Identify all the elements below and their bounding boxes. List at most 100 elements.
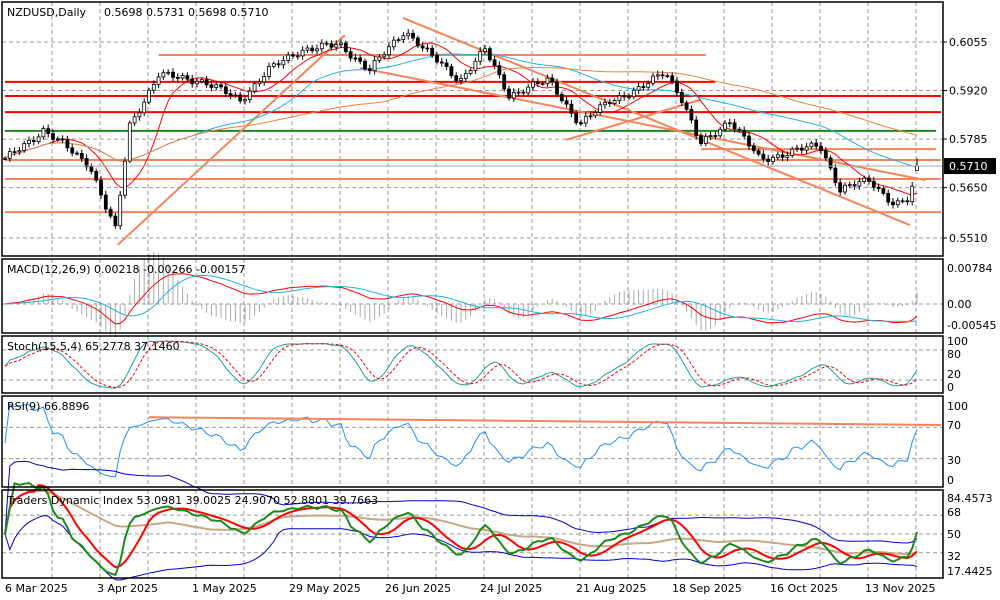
bull-candle xyxy=(281,59,286,66)
price-tick-label: 0.5785 xyxy=(949,133,988,146)
rsi-tick-label: 70 xyxy=(947,419,961,432)
bull-candle xyxy=(646,82,651,88)
bull-candle xyxy=(156,76,161,85)
trendline xyxy=(360,66,926,182)
bull-candle xyxy=(727,122,732,125)
bull-candle xyxy=(478,51,483,62)
bear-candle xyxy=(823,150,828,159)
bull-candle xyxy=(334,44,339,48)
stoch-tick-label: 20 xyxy=(947,368,961,381)
price-tick-label: 0.5510 xyxy=(949,232,988,245)
bear-candle xyxy=(737,128,742,131)
bear-candle xyxy=(497,65,502,76)
bull-candle xyxy=(22,143,27,151)
main-panel[interactable] xyxy=(1,1,944,257)
bull-candle xyxy=(300,49,305,57)
bear-candle xyxy=(79,153,84,159)
bull-candle xyxy=(526,86,531,94)
tdi-panel[interactable] xyxy=(1,489,944,579)
bull-candle xyxy=(401,35,406,41)
stoch-tick-label: 0 xyxy=(947,381,954,394)
bear-candle xyxy=(756,150,761,155)
bear-candle xyxy=(46,128,51,134)
trendline xyxy=(402,16,911,226)
bull-candle xyxy=(511,91,516,99)
macd-tick-label: -0.00545 xyxy=(947,319,996,332)
bear-candle xyxy=(425,47,430,50)
stoch-main-line xyxy=(4,340,918,389)
bear-candle xyxy=(660,74,665,77)
macd-signal-line xyxy=(4,274,918,323)
bull-candle xyxy=(655,74,660,77)
trendline xyxy=(565,98,701,141)
bear-candle xyxy=(238,94,243,102)
bear-candle xyxy=(99,179,103,196)
date-tick-label: 24 Jul 2025 xyxy=(480,582,542,595)
bear-candle xyxy=(89,166,94,172)
stoch-panel[interactable] xyxy=(1,335,944,394)
bear-candle xyxy=(204,79,209,86)
bull-candle xyxy=(127,122,132,162)
date-tick-label: 16 Oct 2025 xyxy=(770,582,838,595)
stoch-tick-label: 80 xyxy=(947,348,961,361)
bull-candle xyxy=(382,54,387,58)
bear-candle xyxy=(871,180,876,188)
bull-candle xyxy=(252,83,257,92)
macd-tick-label: 0.00784 xyxy=(947,262,993,275)
bear-candle xyxy=(94,171,99,181)
rsi-panel[interactable] xyxy=(1,395,944,488)
bear-candle xyxy=(219,84,223,88)
bull-candle xyxy=(593,112,598,117)
bear-candle xyxy=(507,88,511,99)
bear-candle xyxy=(699,135,703,145)
bull-candle xyxy=(36,136,41,143)
bull-candle xyxy=(132,116,137,124)
bull-candle xyxy=(775,154,780,158)
macd-panel[interactable] xyxy=(1,258,944,334)
bear-candle xyxy=(449,66,454,77)
bear-candle xyxy=(502,74,507,90)
date-tick-label: 13 Nov 2025 xyxy=(865,582,935,595)
moving-average-10 xyxy=(4,42,918,196)
bear-candle xyxy=(521,91,526,94)
tdi-tick-label: 32 xyxy=(947,550,961,563)
bull-candle xyxy=(396,39,401,42)
bull-candle xyxy=(531,81,535,88)
price-tick-label: 0.5920 xyxy=(949,85,988,98)
bear-candle xyxy=(113,215,118,227)
bear-candle xyxy=(665,75,670,78)
bear-candle xyxy=(209,84,214,88)
bull-candle xyxy=(41,128,46,138)
symbol-label: NZDUSD,Daily xyxy=(7,6,87,19)
rsi-label: RSI(9) 66.8896 xyxy=(7,400,89,413)
bear-candle xyxy=(84,158,89,168)
date-tick-label: 1 May 2025 xyxy=(192,582,257,595)
bear-candle xyxy=(12,151,17,153)
bull-candle xyxy=(785,155,790,158)
bear-candle xyxy=(607,102,612,104)
bear-candle xyxy=(555,81,559,95)
bull-candle xyxy=(339,42,343,45)
bull-candle xyxy=(17,150,22,153)
bull-candle xyxy=(199,79,204,82)
bull-candle xyxy=(651,75,655,84)
bull-candle xyxy=(271,63,276,67)
bear-candle xyxy=(324,42,329,45)
bull-candle xyxy=(166,71,171,74)
bear-candle xyxy=(430,47,435,56)
bear-candle xyxy=(550,77,555,83)
tdi-tick-label: 68 xyxy=(947,506,961,519)
bear-candle xyxy=(689,109,694,121)
bull-candle xyxy=(267,65,271,77)
bull-candle xyxy=(809,142,814,148)
bear-candle xyxy=(65,139,70,149)
price-tick-label: 0.6055 xyxy=(949,36,988,49)
bull-candle xyxy=(771,156,775,162)
bear-candle xyxy=(564,100,569,105)
bull-candle xyxy=(387,46,391,56)
bear-candle xyxy=(814,142,819,147)
bear-candle xyxy=(867,177,871,182)
bull-candle xyxy=(262,76,267,83)
bull-candle xyxy=(843,184,847,193)
